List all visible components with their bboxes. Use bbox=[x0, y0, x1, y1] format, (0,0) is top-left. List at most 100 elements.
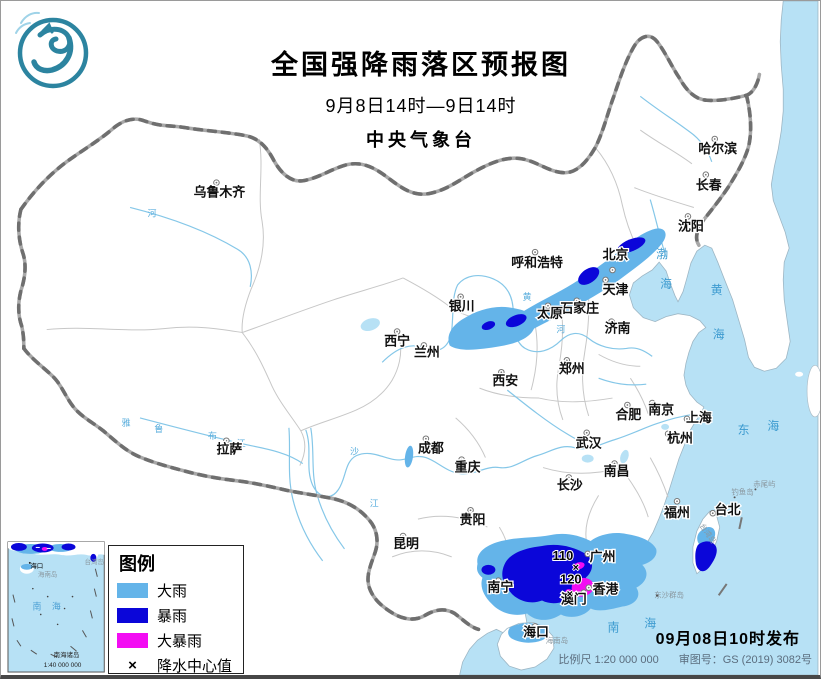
sea-label: 渤 bbox=[656, 247, 668, 261]
rain-areas bbox=[404, 228, 717, 643]
rain-center-values: 110×120× bbox=[551, 547, 582, 602]
city-dot-center bbox=[582, 591, 585, 594]
city-label: 香港 bbox=[592, 582, 620, 597]
city-dot-center bbox=[424, 437, 427, 440]
city-label: 北京 bbox=[603, 247, 629, 262]
national-border bbox=[16, 34, 762, 632]
city-label: 南昌 bbox=[604, 463, 630, 478]
river-label: 江 bbox=[237, 439, 246, 449]
city-dot-center bbox=[676, 500, 678, 503]
rain-center-value: 120 bbox=[560, 572, 582, 587]
city-dot-center bbox=[500, 371, 503, 374]
forecast-time-range: 9月8日14时—9日14时 bbox=[325, 96, 517, 116]
city-dot-center bbox=[459, 295, 462, 298]
city-dot-center bbox=[586, 553, 589, 555]
city-label: 长沙 bbox=[557, 477, 583, 492]
river-label: 河 bbox=[147, 207, 156, 218]
rain-storm-taiwan bbox=[695, 541, 717, 572]
map-credits: 比例尺 1:20 000 000 审图号：GS (2019) 3082号 bbox=[558, 651, 812, 667]
city-label: 西安 bbox=[492, 373, 518, 388]
sea-label: 南 bbox=[608, 620, 620, 634]
sea-label: 海 bbox=[767, 419, 779, 433]
city-label: 天津 bbox=[603, 282, 629, 297]
city-label: 哈尔滨 bbox=[698, 141, 737, 156]
rain-storm-south bbox=[502, 544, 593, 604]
legend-item-center-value: × 降水中心值 bbox=[117, 656, 243, 675]
city-label: 武汉 bbox=[576, 436, 602, 451]
legend-item-label: 降水中心值 bbox=[157, 657, 233, 675]
city-label: 福州 bbox=[663, 505, 690, 520]
inset-taiwan-label: 台湾岛 bbox=[85, 557, 104, 566]
city-dot-center bbox=[611, 269, 614, 271]
city-label: 杭州 bbox=[667, 431, 693, 446]
city-dot-center bbox=[667, 432, 669, 435]
rain-heavy-taiwan bbox=[697, 527, 716, 547]
legend-item-torrential-rain: 大暴雨 bbox=[117, 632, 243, 650]
city-label: 银川 bbox=[449, 299, 475, 314]
legend-title: 图例 bbox=[119, 554, 155, 574]
city-label: 兰州 bbox=[414, 344, 440, 359]
inset-southsea-label: 南 海 bbox=[33, 600, 65, 611]
island-label: 东沙群岛 bbox=[654, 590, 684, 600]
sea-label: 东 bbox=[738, 423, 750, 437]
city-label: 西宁 bbox=[384, 333, 410, 348]
rain-heavy-hainan bbox=[508, 623, 548, 643]
city-dot-center bbox=[575, 299, 578, 302]
city-label: 广州 bbox=[590, 549, 616, 564]
city-label: 台北 bbox=[715, 502, 741, 517]
legend-item-label: 暴雨 bbox=[157, 607, 188, 625]
city-dot-center bbox=[225, 439, 228, 442]
page-title: 全国强降雨落区预报图 bbox=[271, 50, 571, 80]
inset-hainan-label: 海南岛 bbox=[38, 570, 57, 579]
city-label: 长春 bbox=[696, 178, 722, 193]
rain-storm-south-w bbox=[481, 564, 496, 575]
island-label: 海南岛 bbox=[546, 635, 568, 645]
river-label: 江 bbox=[370, 498, 379, 508]
city-dot-center bbox=[713, 138, 716, 140]
city-dot-center bbox=[610, 320, 613, 323]
city-dot-center bbox=[215, 181, 218, 184]
map-scale: 比例尺 1:20 000 000 bbox=[558, 654, 659, 666]
city-label: 重庆 bbox=[455, 460, 481, 475]
inset-islands-label: 南海诸岛 bbox=[54, 650, 80, 659]
island-label: 赤尾屿 bbox=[753, 479, 776, 488]
city-label: 济南 bbox=[605, 321, 631, 336]
legend-item-label: 大暴雨 bbox=[157, 632, 203, 650]
rain-center-mark-icon: × bbox=[573, 562, 579, 574]
center-value-mark-icon: × bbox=[128, 656, 137, 674]
city-label: 昆明 bbox=[393, 536, 419, 551]
city-label: 太原 bbox=[537, 306, 563, 321]
river-label: 河 bbox=[556, 324, 565, 335]
city-label: 澳门 bbox=[561, 592, 587, 607]
rain-center-value: 110 bbox=[552, 548, 573, 563]
sea-label: 海 bbox=[660, 277, 672, 291]
rain-storm-north-1 bbox=[617, 237, 646, 254]
city-label: 海口 bbox=[523, 624, 549, 639]
island-japan bbox=[806, 364, 820, 418]
city-dot-center bbox=[686, 418, 688, 420]
heavy-rain-swatch bbox=[117, 582, 148, 598]
city-dot-center bbox=[567, 476, 570, 479]
torrential-rain-swatch bbox=[117, 632, 148, 648]
rain-center-mark-icon: × bbox=[567, 589, 573, 601]
cma-logo bbox=[15, 11, 89, 89]
city-label: 成都 bbox=[418, 441, 444, 456]
city-dot-center bbox=[534, 251, 536, 254]
city-dot-center bbox=[547, 304, 549, 307]
city-dot-center bbox=[613, 462, 616, 465]
city-dot-center bbox=[704, 173, 707, 176]
city-dot-center bbox=[626, 404, 629, 406]
city-dot-center bbox=[497, 579, 500, 582]
city-dot-center bbox=[587, 586, 590, 589]
city-dot-center bbox=[534, 625, 536, 628]
sea-label: 海 bbox=[713, 327, 725, 341]
city-dot-center bbox=[460, 458, 463, 461]
small-island-dots bbox=[655, 488, 757, 597]
city-dot-center bbox=[565, 359, 568, 362]
city-label: 郑州 bbox=[559, 361, 585, 376]
city-label: 沈阳 bbox=[678, 218, 704, 233]
city-dot-center bbox=[604, 279, 607, 281]
